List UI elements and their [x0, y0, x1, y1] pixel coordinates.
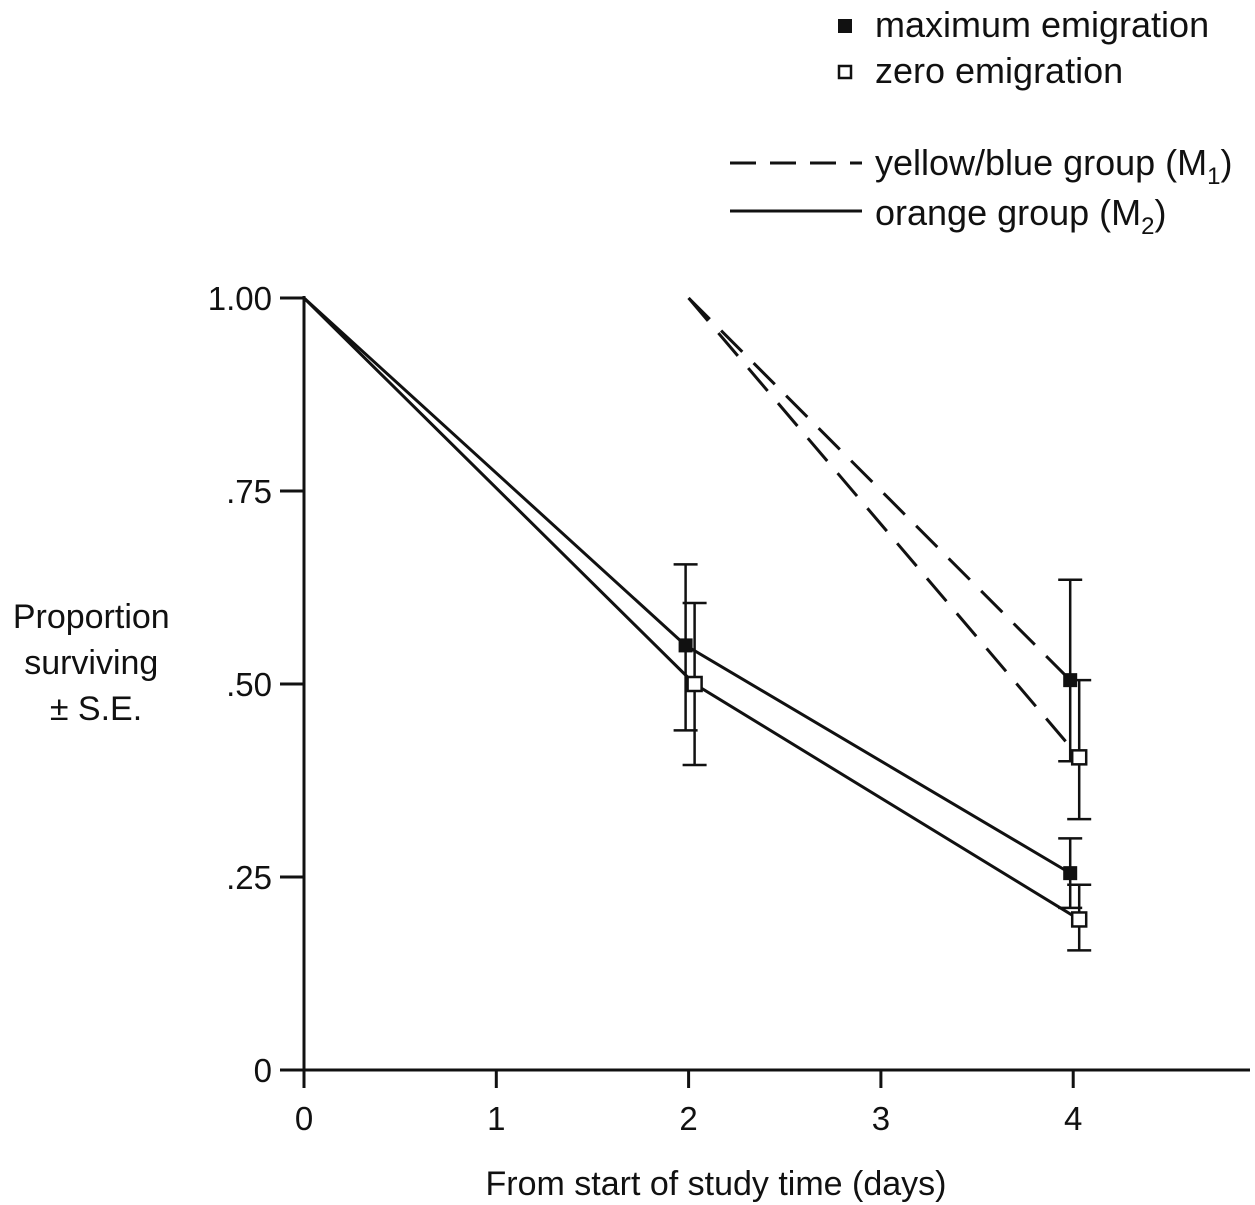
y-axis-label: Proportion surviving ± S.E.	[13, 598, 179, 728]
open-marker	[1070, 749, 1088, 766]
series-lines	[302, 296, 1081, 921]
legend-dashed-subscript: 1	[1207, 163, 1220, 190]
legend-dashed-text: yellow/blue group (M	[875, 142, 1207, 183]
series-line-4	[687, 297, 1081, 759]
filled-marker	[1063, 673, 1078, 688]
legend-filled-marker	[838, 19, 852, 33]
legend-solid-close: )	[1155, 192, 1167, 233]
y-tick-label: 1.00	[208, 280, 272, 317]
x-ticks: 0 1 2 3 4	[295, 1070, 1082, 1137]
legend-open-marker	[837, 64, 853, 80]
legend-solid-text: orange group (M	[875, 192, 1141, 233]
y-axis-label-line-3: ± S.E.	[50, 690, 142, 728]
x-axis-label: From start of study time (days)	[486, 1165, 947, 1203]
filled-marker	[678, 638, 693, 653]
legend-dashed-close: )	[1221, 142, 1233, 183]
y-axis-label-line-1: Proportion	[13, 598, 170, 636]
legend: maximum emigration zero emigration yello…	[730, 4, 1233, 240]
legend-dashed-label: yellow/blue group (M1)	[875, 142, 1233, 190]
open-marker	[686, 675, 703, 693]
legend-open-label: zero emigration	[875, 50, 1123, 91]
y-tick-label: .25	[226, 859, 272, 896]
y-tick-label: .75	[226, 473, 272, 510]
legend-filled-label: maximum emigration	[875, 4, 1209, 45]
y-ticks: 0 .25 .50 .75 1.00	[208, 280, 304, 1089]
y-axis-label-line-2: surviving	[24, 644, 158, 682]
error-bars	[673, 563, 1092, 952]
legend-solid-subscript: 2	[1141, 213, 1154, 240]
series-line-1	[302, 296, 1071, 875]
x-tick-label: 1	[487, 1100, 505, 1137]
legend-solid-label: orange group (M2)	[875, 192, 1167, 240]
x-tick-label: 4	[1064, 1100, 1082, 1137]
data-markers	[678, 638, 1088, 928]
open-marker	[1070, 911, 1088, 928]
y-tick-label: .50	[226, 666, 272, 703]
series-line-3	[687, 296, 1072, 682]
filled-marker	[1063, 866, 1078, 881]
x-tick-label: 2	[679, 1100, 697, 1137]
x-tick-label: 0	[295, 1100, 313, 1137]
y-tick-label: 0	[254, 1052, 272, 1089]
series-line-2	[302, 296, 1080, 921]
x-tick-label: 3	[872, 1100, 890, 1137]
